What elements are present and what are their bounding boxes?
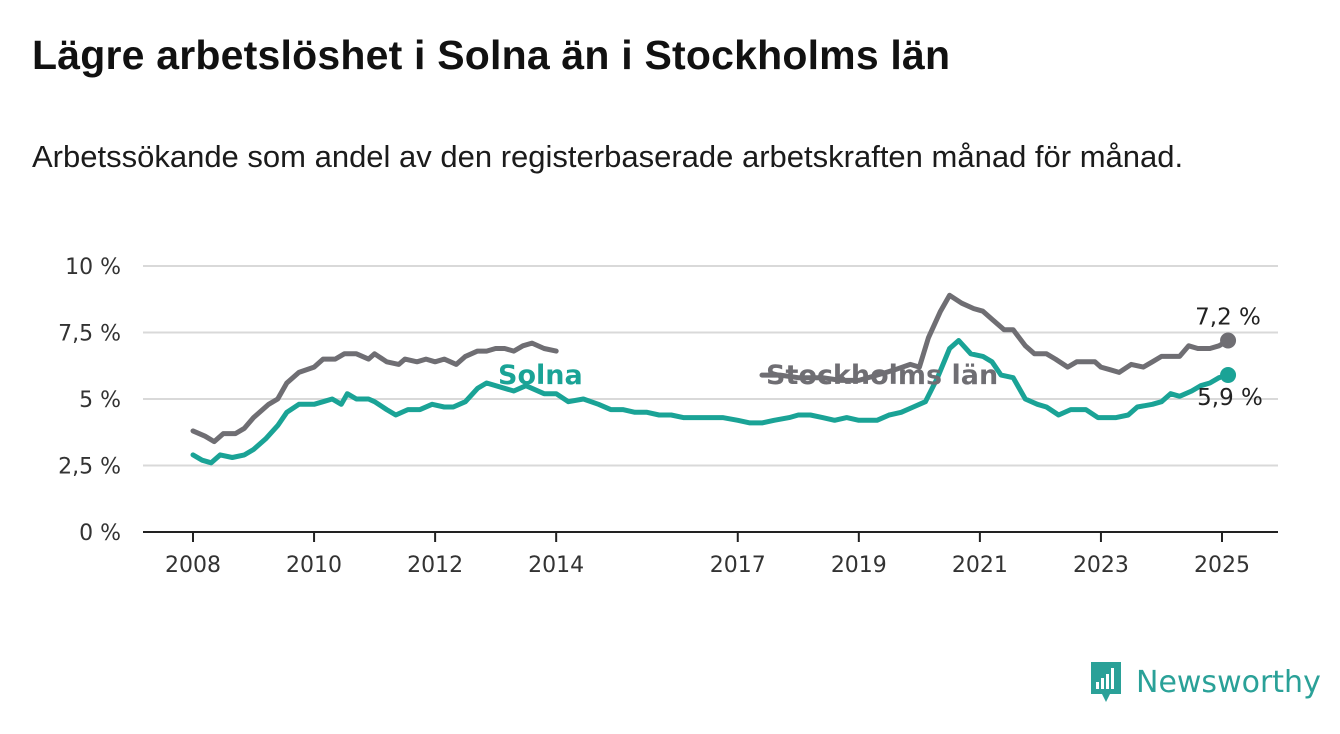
series-label-stockholms-lan: Stockholms län (766, 360, 998, 391)
x-tick-label: 2012 (407, 553, 463, 578)
x-tick-label: 2014 (528, 553, 584, 578)
x-tick-label: 2023 (1073, 553, 1129, 578)
x-tick-label: 2010 (286, 553, 342, 578)
y-tick-label: 5 % (79, 388, 121, 413)
newsworthy-logo-icon (1091, 662, 1121, 702)
y-tick-label: 10 % (65, 255, 121, 280)
line-chart: 0 % 2,5 % 5 % 7,5 % 10 % 2008 2010 2012 2014 2017… (58, 255, 1278, 578)
end-value-label-stockholms-lan: 7,2 % (1195, 304, 1261, 330)
brand: Newsworthy (1088, 660, 1321, 704)
x-tick-label: 2008 (165, 553, 221, 578)
series-line (759, 292, 1231, 383)
series-solna (190, 338, 1237, 466)
series-label-solna: Solna (498, 360, 583, 391)
x-tick-label: 2021 (952, 553, 1008, 578)
y-tick-label: 7,5 % (58, 322, 121, 347)
chart-title: Lägre arbetslöshet i Solna än i Stockhol… (32, 32, 951, 78)
chart-subtitle: Arbetssökande som andel av den registerb… (32, 139, 1184, 174)
end-point-marker (1220, 332, 1237, 349)
y-tick-label: 2,5 % (58, 455, 121, 480)
x-tick-label: 2017 (710, 553, 766, 578)
brand-name: Newsworthy (1136, 664, 1321, 700)
end-value-label-solna: 5,9 % (1197, 385, 1263, 411)
end-point-marker (1220, 367, 1237, 384)
y-tick-label: 0 % (79, 521, 121, 546)
x-tick-label: 2025 (1194, 553, 1250, 578)
x-tick-label: 2019 (831, 553, 887, 578)
series-stockholms-lan (190, 292, 1237, 445)
series-line (190, 338, 1231, 466)
series-line (190, 340, 559, 445)
